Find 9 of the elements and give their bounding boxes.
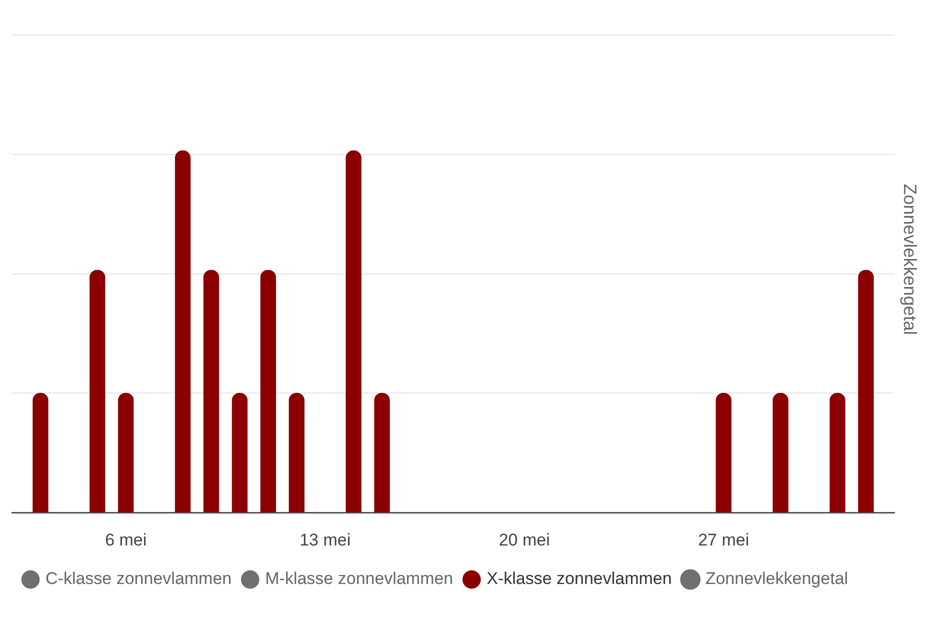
legend-label: M-klasse zonnevlammen [265, 569, 454, 588]
x-tick-label: 27 mei [698, 530, 750, 550]
y2-axis-title: Zonnevlekkengetal [900, 184, 920, 335]
x-tick-label: 13 mei [300, 530, 351, 550]
legend-label: C-klasse zonnevlammen [46, 569, 232, 588]
x-tick-label: 6 mei [105, 530, 147, 550]
legend-label: Zonnevlekkengetal [705, 569, 848, 588]
x-tick-label: 20 mei [498, 530, 550, 550]
legend-label: X-klasse zonnevlammen [486, 569, 672, 588]
